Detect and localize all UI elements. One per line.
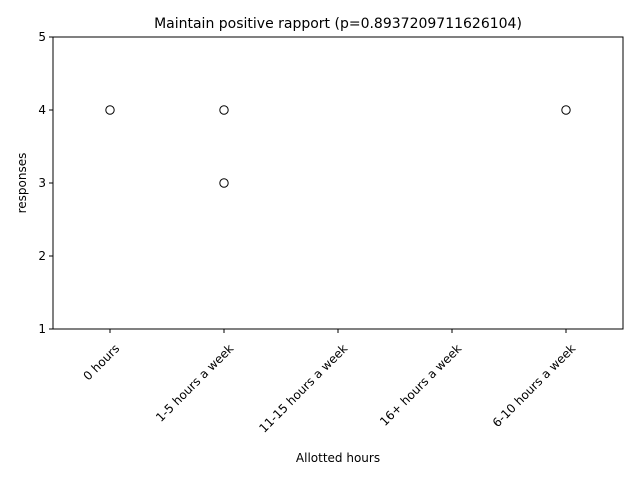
x-tick-label: 11-15 hours a week	[256, 341, 350, 435]
x-tick-label: 1-5 hours a week	[153, 341, 236, 424]
y-tick-label: 4	[38, 103, 46, 117]
y-tick-label: 3	[38, 176, 46, 190]
plot-frame	[52, 36, 624, 330]
outlier-point	[219, 178, 229, 188]
x-tick-label: 6-10 hours a week	[490, 341, 579, 430]
y-tick-label: 1	[38, 322, 46, 336]
y-tick-label: 2	[38, 249, 46, 263]
chart-title: Maintain positive rapport (p=0.893720971…	[154, 16, 522, 32]
x-tick-label: 0 hours	[80, 341, 122, 383]
y-axis-label: responses	[15, 153, 29, 214]
y-tick-label: 5	[38, 30, 46, 44]
x-tick-label: 16+ hours a week	[377, 341, 464, 428]
x-axis-label: Allotted hours	[296, 451, 380, 465]
outlier-point	[105, 105, 115, 115]
outlier-point	[219, 105, 229, 115]
outlier-point	[561, 105, 571, 115]
